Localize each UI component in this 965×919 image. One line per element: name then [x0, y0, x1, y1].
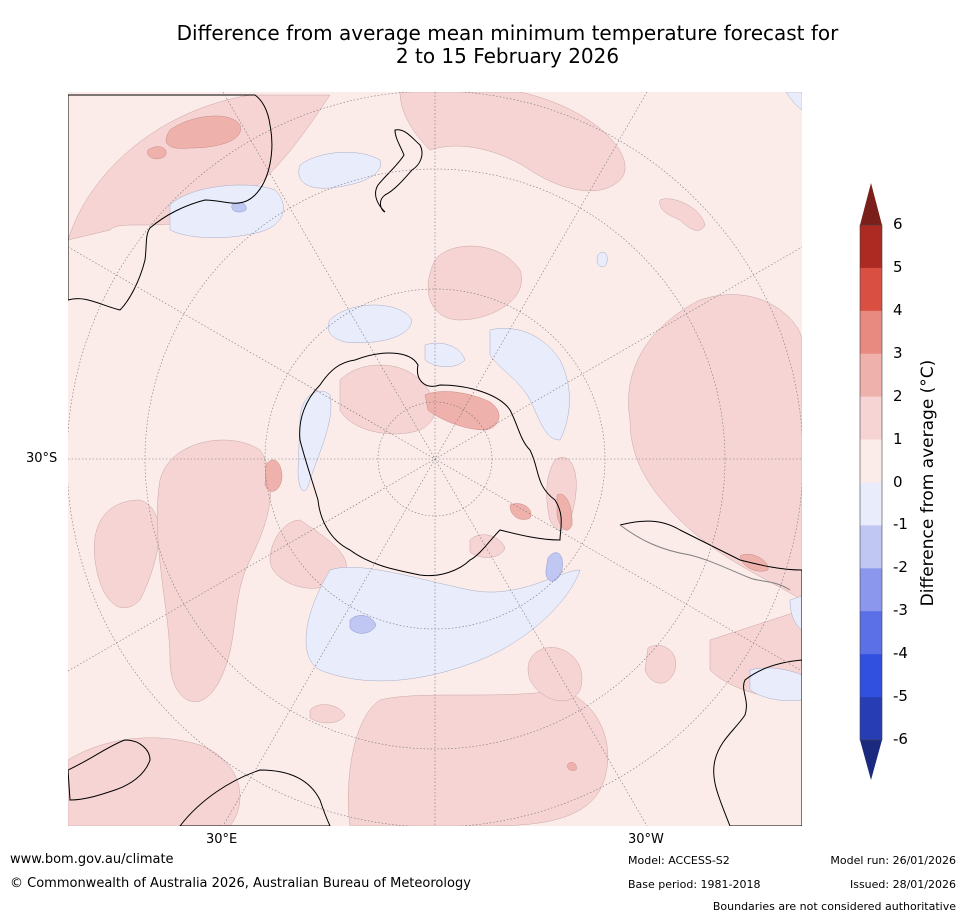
longitude-label-30e: 30°E: [206, 832, 238, 847]
colorbar-tick-label: -3: [893, 601, 908, 620]
longitude-label-30w: 30°W: [628, 832, 664, 847]
colorbar-tick-label: 2: [893, 386, 903, 405]
colorbar-tick-label: 4: [893, 300, 903, 319]
australia-coastline: [68, 94, 273, 311]
colorbar-band: [860, 568, 882, 612]
colorbar-band: [860, 654, 882, 698]
graticule: [68, 92, 802, 826]
anomaly-minus2-to-minus1-regions: [231, 202, 563, 634]
colorbar-tick-label: 0: [893, 472, 903, 491]
colorbar-tick-label: 3: [893, 343, 903, 362]
colorbar-tick-label: -1: [893, 515, 908, 534]
map-plot-area: [68, 92, 802, 826]
colorbar: [859, 183, 883, 780]
anomaly-2-to-3-regions: [147, 115, 769, 771]
model-name: Model: ACCESS-S2: [628, 854, 730, 867]
website-link[interactable]: www.bom.gov.au/climate: [10, 852, 174, 867]
colorbar-tick-label: -6: [893, 730, 908, 748]
colorbar-band: [860, 225, 882, 269]
colorbar-tick-label: 1: [893, 429, 903, 448]
colorbar-tick-label: 5: [893, 257, 903, 276]
colorbar-extension-upper: [860, 183, 882, 225]
anomaly-1-to-2-regions: [68, 92, 802, 826]
colorbar-tick-label: -4: [893, 644, 908, 663]
colorbar-band: [860, 353, 882, 397]
title-line-2: 2 to 15 February 2026: [395, 44, 620, 68]
colorbar-tick-label: -2: [893, 558, 908, 577]
colorbar-tick-label: 6: [893, 215, 903, 233]
base-period: Base period: 1981-2018: [628, 878, 761, 891]
south-america-coastline: [619, 520, 802, 826]
colorbar-band: [860, 267, 882, 312]
copyright-text: © Commonwealth of Australia 2026, Austra…: [10, 876, 471, 891]
colorbar-band: [860, 439, 882, 483]
colorbar-extension-lower: [860, 740, 882, 780]
boundary-disclaimer: Boundaries are not considered authoritat…: [712, 900, 956, 913]
colorbar-band: [860, 396, 882, 440]
model-run-date: Model run: 26/01/2026: [830, 854, 956, 867]
africa-coastline: [68, 739, 331, 826]
south-america-border: [619, 524, 791, 591]
colorbar-band: [860, 611, 882, 655]
colorbar-title: Difference from average (°C): [918, 359, 938, 607]
title-line-1: Difference from average mean minimum tem…: [176, 21, 839, 45]
colorbar-tick-label: -5: [893, 687, 908, 706]
antarctica-coastline: [299, 352, 562, 577]
anomaly-minus1-to-0-regions: [169, 92, 802, 701]
chart-title: Difference from average mean minimum tem…: [60, 22, 955, 68]
colorbar-band: [860, 525, 882, 569]
colorbar-band: [860, 697, 882, 741]
new-zealand-coastline: [375, 129, 423, 213]
colorbar-bands: [860, 225, 882, 741]
colorbar-band: [860, 310, 882, 355]
latitude-label: 30°S: [26, 451, 58, 466]
issued-date: Issued: 28/01/2026: [849, 878, 956, 891]
colorbar-band: [860, 482, 882, 526]
